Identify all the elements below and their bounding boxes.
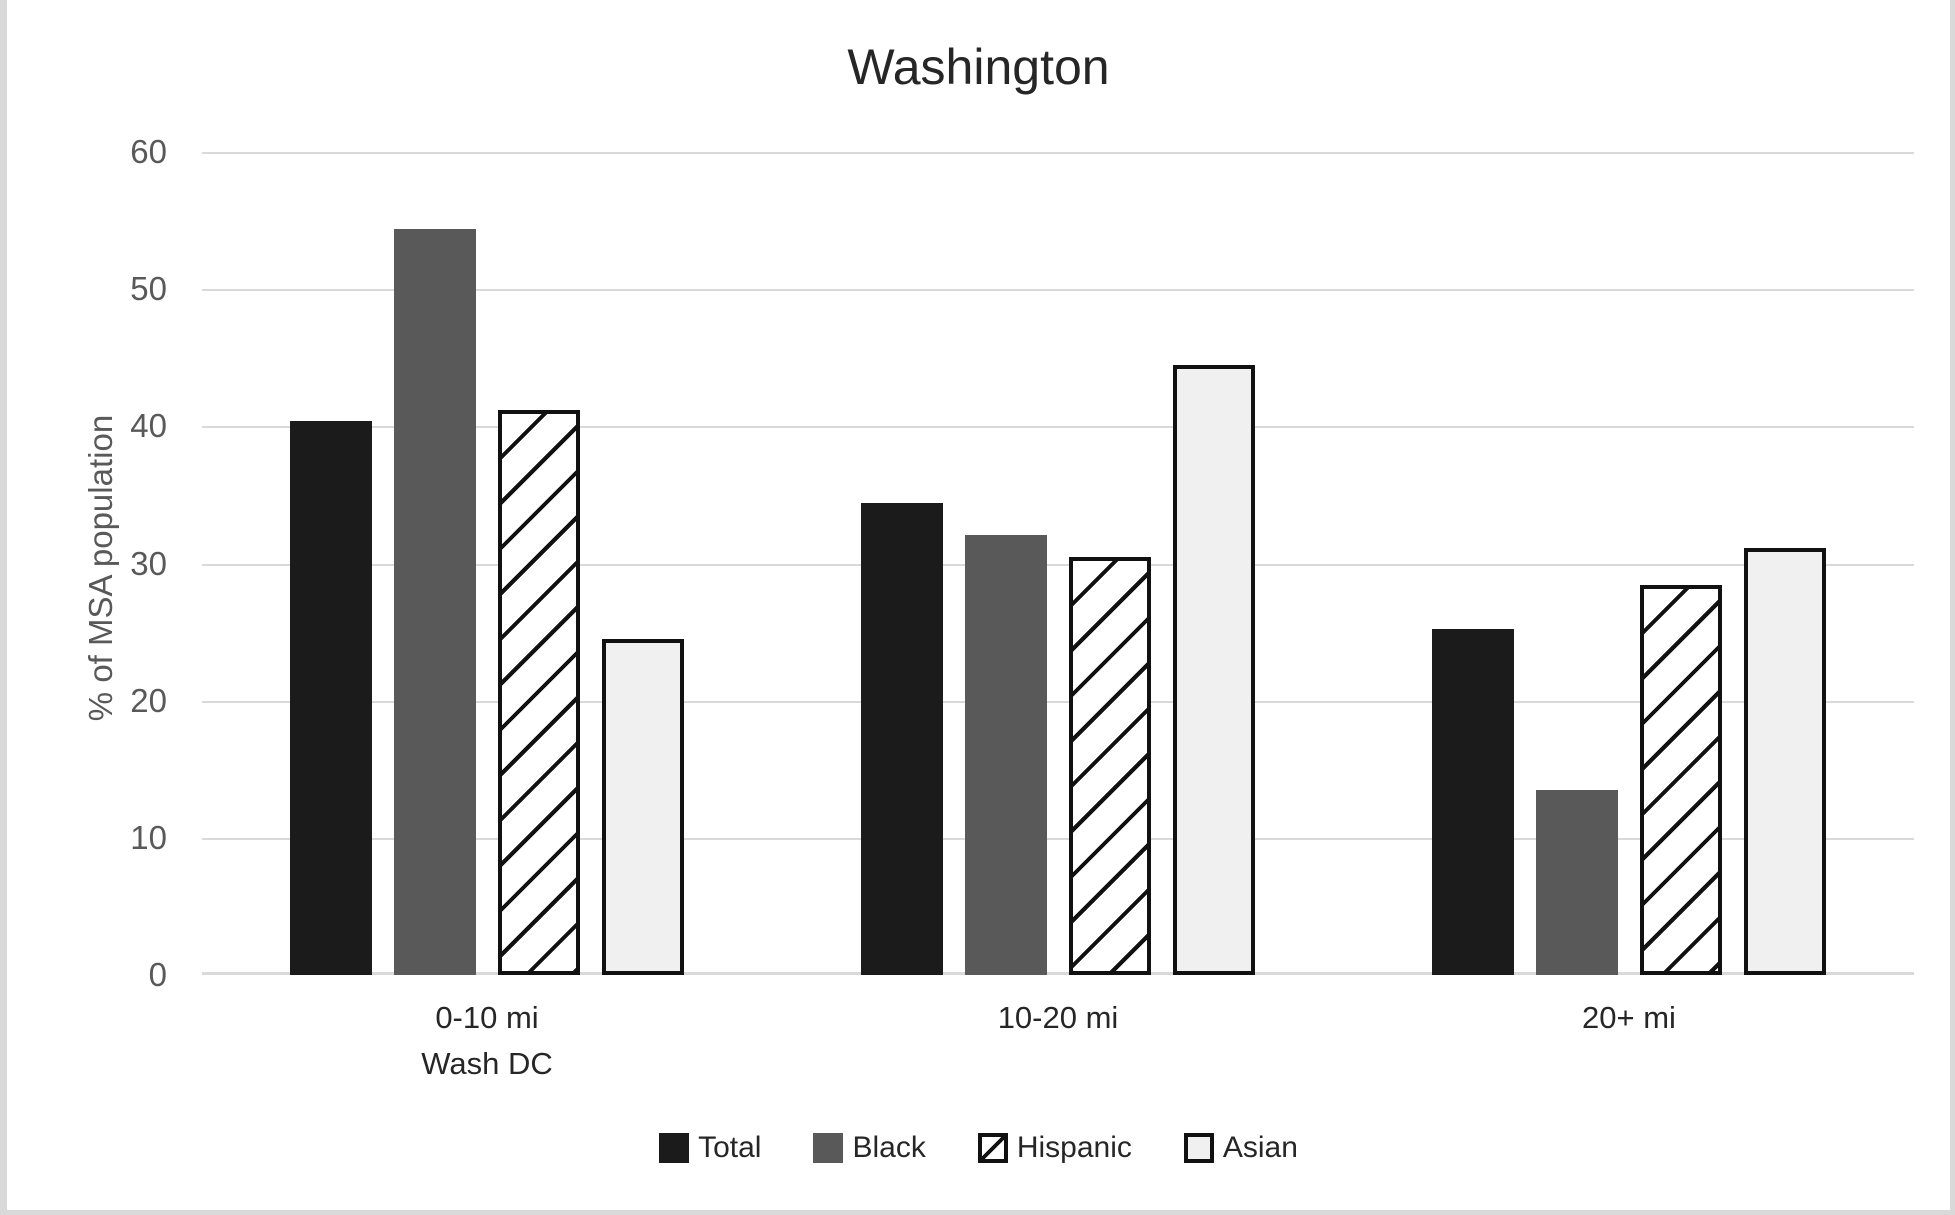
legend-marker-total-icon [659, 1133, 690, 1163]
y-tick-label-40: 40 [130, 407, 167, 445]
legend-item-hispanic: Hispanic [977, 1131, 1132, 1165]
bar-hispanic-group1 [498, 409, 580, 975]
plot-area [202, 152, 1914, 975]
x-axis-label-2: 10-20 mi [997, 1000, 1119, 1035]
y-tick-label-60: 60 [130, 133, 167, 170]
bar-group-2 [861, 152, 1255, 975]
legend-label-black: Black [852, 1131, 926, 1164]
gridline-10 [202, 837, 1914, 840]
chart-title: Washington [847, 39, 1110, 95]
y-tick-label-30: 30 [130, 544, 167, 582]
gridline-40 [202, 426, 1914, 429]
bar-hispanic-group3 [1640, 585, 1722, 975]
bar-hispanic-group2 [1069, 556, 1151, 975]
gridline-30 [202, 563, 1914, 566]
bar-total-group3 [1432, 629, 1514, 975]
bar-total-group1 [290, 420, 372, 975]
gridline-20 [202, 700, 1914, 703]
gridline-60 [202, 152, 1914, 154]
bar-asian-group1 [602, 638, 684, 975]
bar-total-group2 [861, 503, 943, 975]
x-axis-label-1: 0-10 mi Wash DC [421, 1000, 553, 1081]
legend: Total Black Hispanic Asian [7, 1122, 1950, 1174]
bar-black-group1 [394, 228, 476, 975]
bar-group-3 [1432, 152, 1826, 975]
legend-item-black: Black [813, 1131, 926, 1165]
legend-item-total: Total [659, 1131, 761, 1165]
legend-item-asian: Asian [1183, 1131, 1298, 1165]
bar-black-group2 [965, 534, 1047, 975]
legend-marker-hispanic-icon [977, 1133, 1008, 1163]
y-tick-label-10: 10 [130, 818, 167, 856]
bar-black-group3 [1536, 789, 1618, 975]
legend-label-total: Total [698, 1131, 762, 1164]
x-axis-label-3: 20+ mi [1582, 1000, 1676, 1035]
gridline-50 [202, 289, 1914, 292]
y-tick-label-50: 50 [130, 270, 167, 308]
legend-marker-black-icon [813, 1133, 844, 1163]
legend-label-hispanic: Hispanic [1016, 1131, 1132, 1164]
bar-asian-group3 [1744, 548, 1826, 975]
legend-marker-asian-icon [1183, 1133, 1214, 1163]
y-tick-label-20: 20 [130, 681, 167, 719]
y-tick-label-0: 0 [148, 956, 167, 993]
legend-label-asian: Asian [1222, 1131, 1298, 1164]
gridline-0 [202, 972, 1914, 975]
bar-group-1 [290, 152, 684, 975]
bar-asian-group2 [1173, 364, 1255, 975]
